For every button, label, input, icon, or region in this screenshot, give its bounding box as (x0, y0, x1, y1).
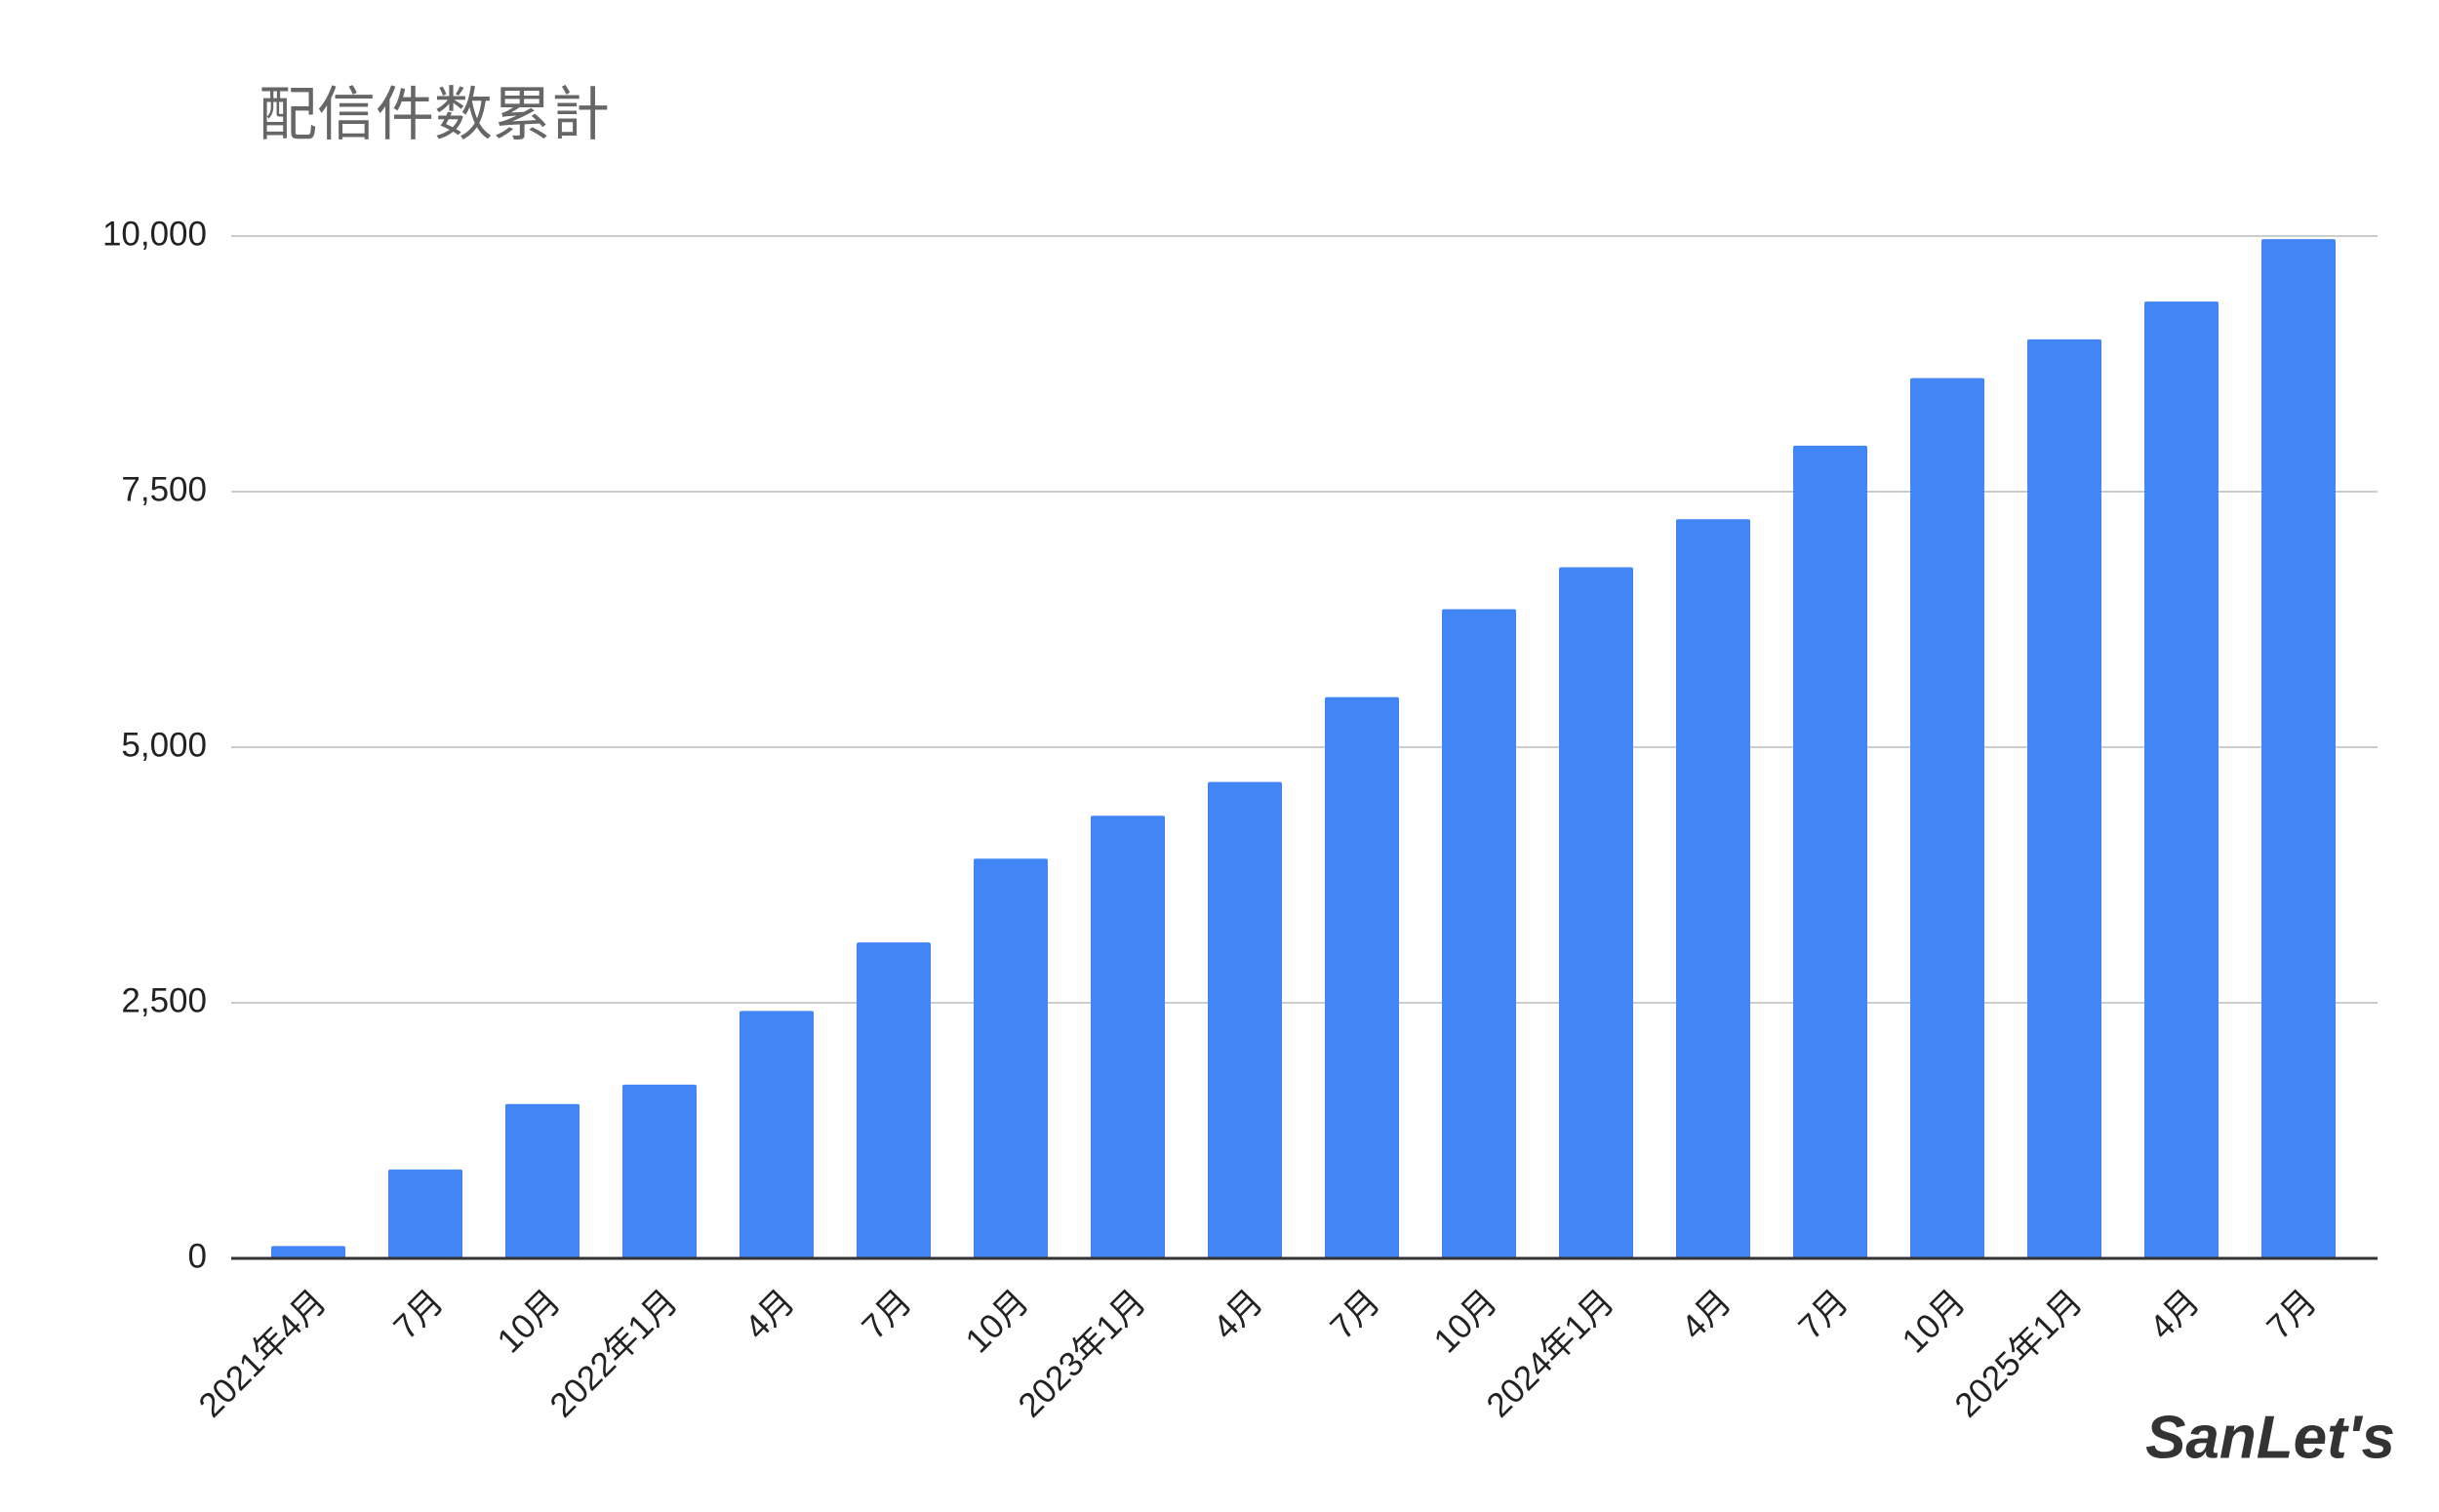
x-tick-label: 2023年1月 (1011, 1283, 1153, 1425)
bar (1559, 567, 1633, 1258)
y-tick-label: 2,500 (121, 981, 207, 1019)
x-tick-label: 7月 (1791, 1283, 1856, 1347)
x-tick-label: 4月 (2142, 1283, 2207, 1347)
bar (622, 1084, 697, 1258)
bar (2144, 301, 2219, 1258)
y-tick-label: 0 (188, 1237, 207, 1275)
x-tick-label: 4月 (1674, 1283, 1739, 1347)
bar (974, 858, 1048, 1258)
bar (857, 942, 931, 1258)
x-tick-label: 10月 (958, 1283, 1036, 1361)
bar (2027, 338, 2101, 1258)
x-tick-label: 2022年1月 (542, 1283, 685, 1425)
chart-title: 配信件数累計 (259, 82, 610, 147)
bar (2261, 239, 2336, 1258)
x-tick-label: 4月 (1206, 1283, 1270, 1347)
x-tick-label: 2021年4月 (191, 1283, 334, 1425)
bar (1091, 816, 1165, 1258)
y-tick-label: 10,000 (102, 215, 207, 253)
bar (740, 1011, 814, 1258)
x-tick-label: 2025年1月 (1947, 1283, 2090, 1425)
y-tick-label: 7,500 (121, 470, 207, 508)
x-tick-label: 10月 (490, 1283, 568, 1361)
bar (1793, 445, 1867, 1259)
x-tick-label: 10月 (1426, 1283, 1504, 1361)
bar (1910, 378, 1984, 1258)
bar (388, 1169, 462, 1258)
x-tick-label: 2024年1月 (1479, 1283, 1621, 1425)
watermark: SanLet's (2145, 1404, 2395, 1471)
bar (1208, 781, 1282, 1258)
y-tick-label: 5,000 (121, 726, 207, 764)
bar (505, 1103, 580, 1258)
bar (271, 1246, 345, 1258)
x-tick-label: 7月 (386, 1283, 451, 1347)
x-tick-label: 10月 (1895, 1283, 1973, 1361)
bar (1325, 696, 1399, 1258)
x-tick-label: 7月 (1323, 1283, 1387, 1347)
bar (1442, 609, 1516, 1258)
x-tick-label: 7月 (2259, 1283, 2324, 1347)
x-tick-label: 4月 (738, 1283, 802, 1347)
bar (1676, 519, 1750, 1258)
x-tick-label: 7月 (855, 1283, 919, 1347)
